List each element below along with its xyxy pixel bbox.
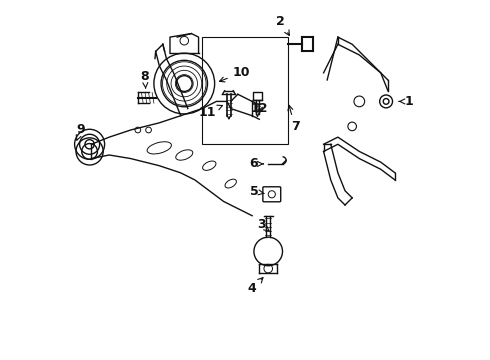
Text: 4: 4 (248, 278, 263, 296)
Text: 9: 9 (76, 123, 85, 140)
Text: 10: 10 (220, 66, 250, 82)
Text: 3: 3 (257, 218, 269, 231)
Text: 11: 11 (199, 105, 222, 119)
Text: 1: 1 (399, 95, 414, 108)
Text: 8: 8 (141, 70, 149, 89)
Text: 2: 2 (276, 14, 290, 35)
Text: 6: 6 (249, 157, 263, 170)
Text: 5: 5 (249, 185, 264, 198)
Bar (202, 37, 288, 144)
Text: 7: 7 (288, 105, 299, 133)
Text: 12: 12 (250, 102, 268, 115)
